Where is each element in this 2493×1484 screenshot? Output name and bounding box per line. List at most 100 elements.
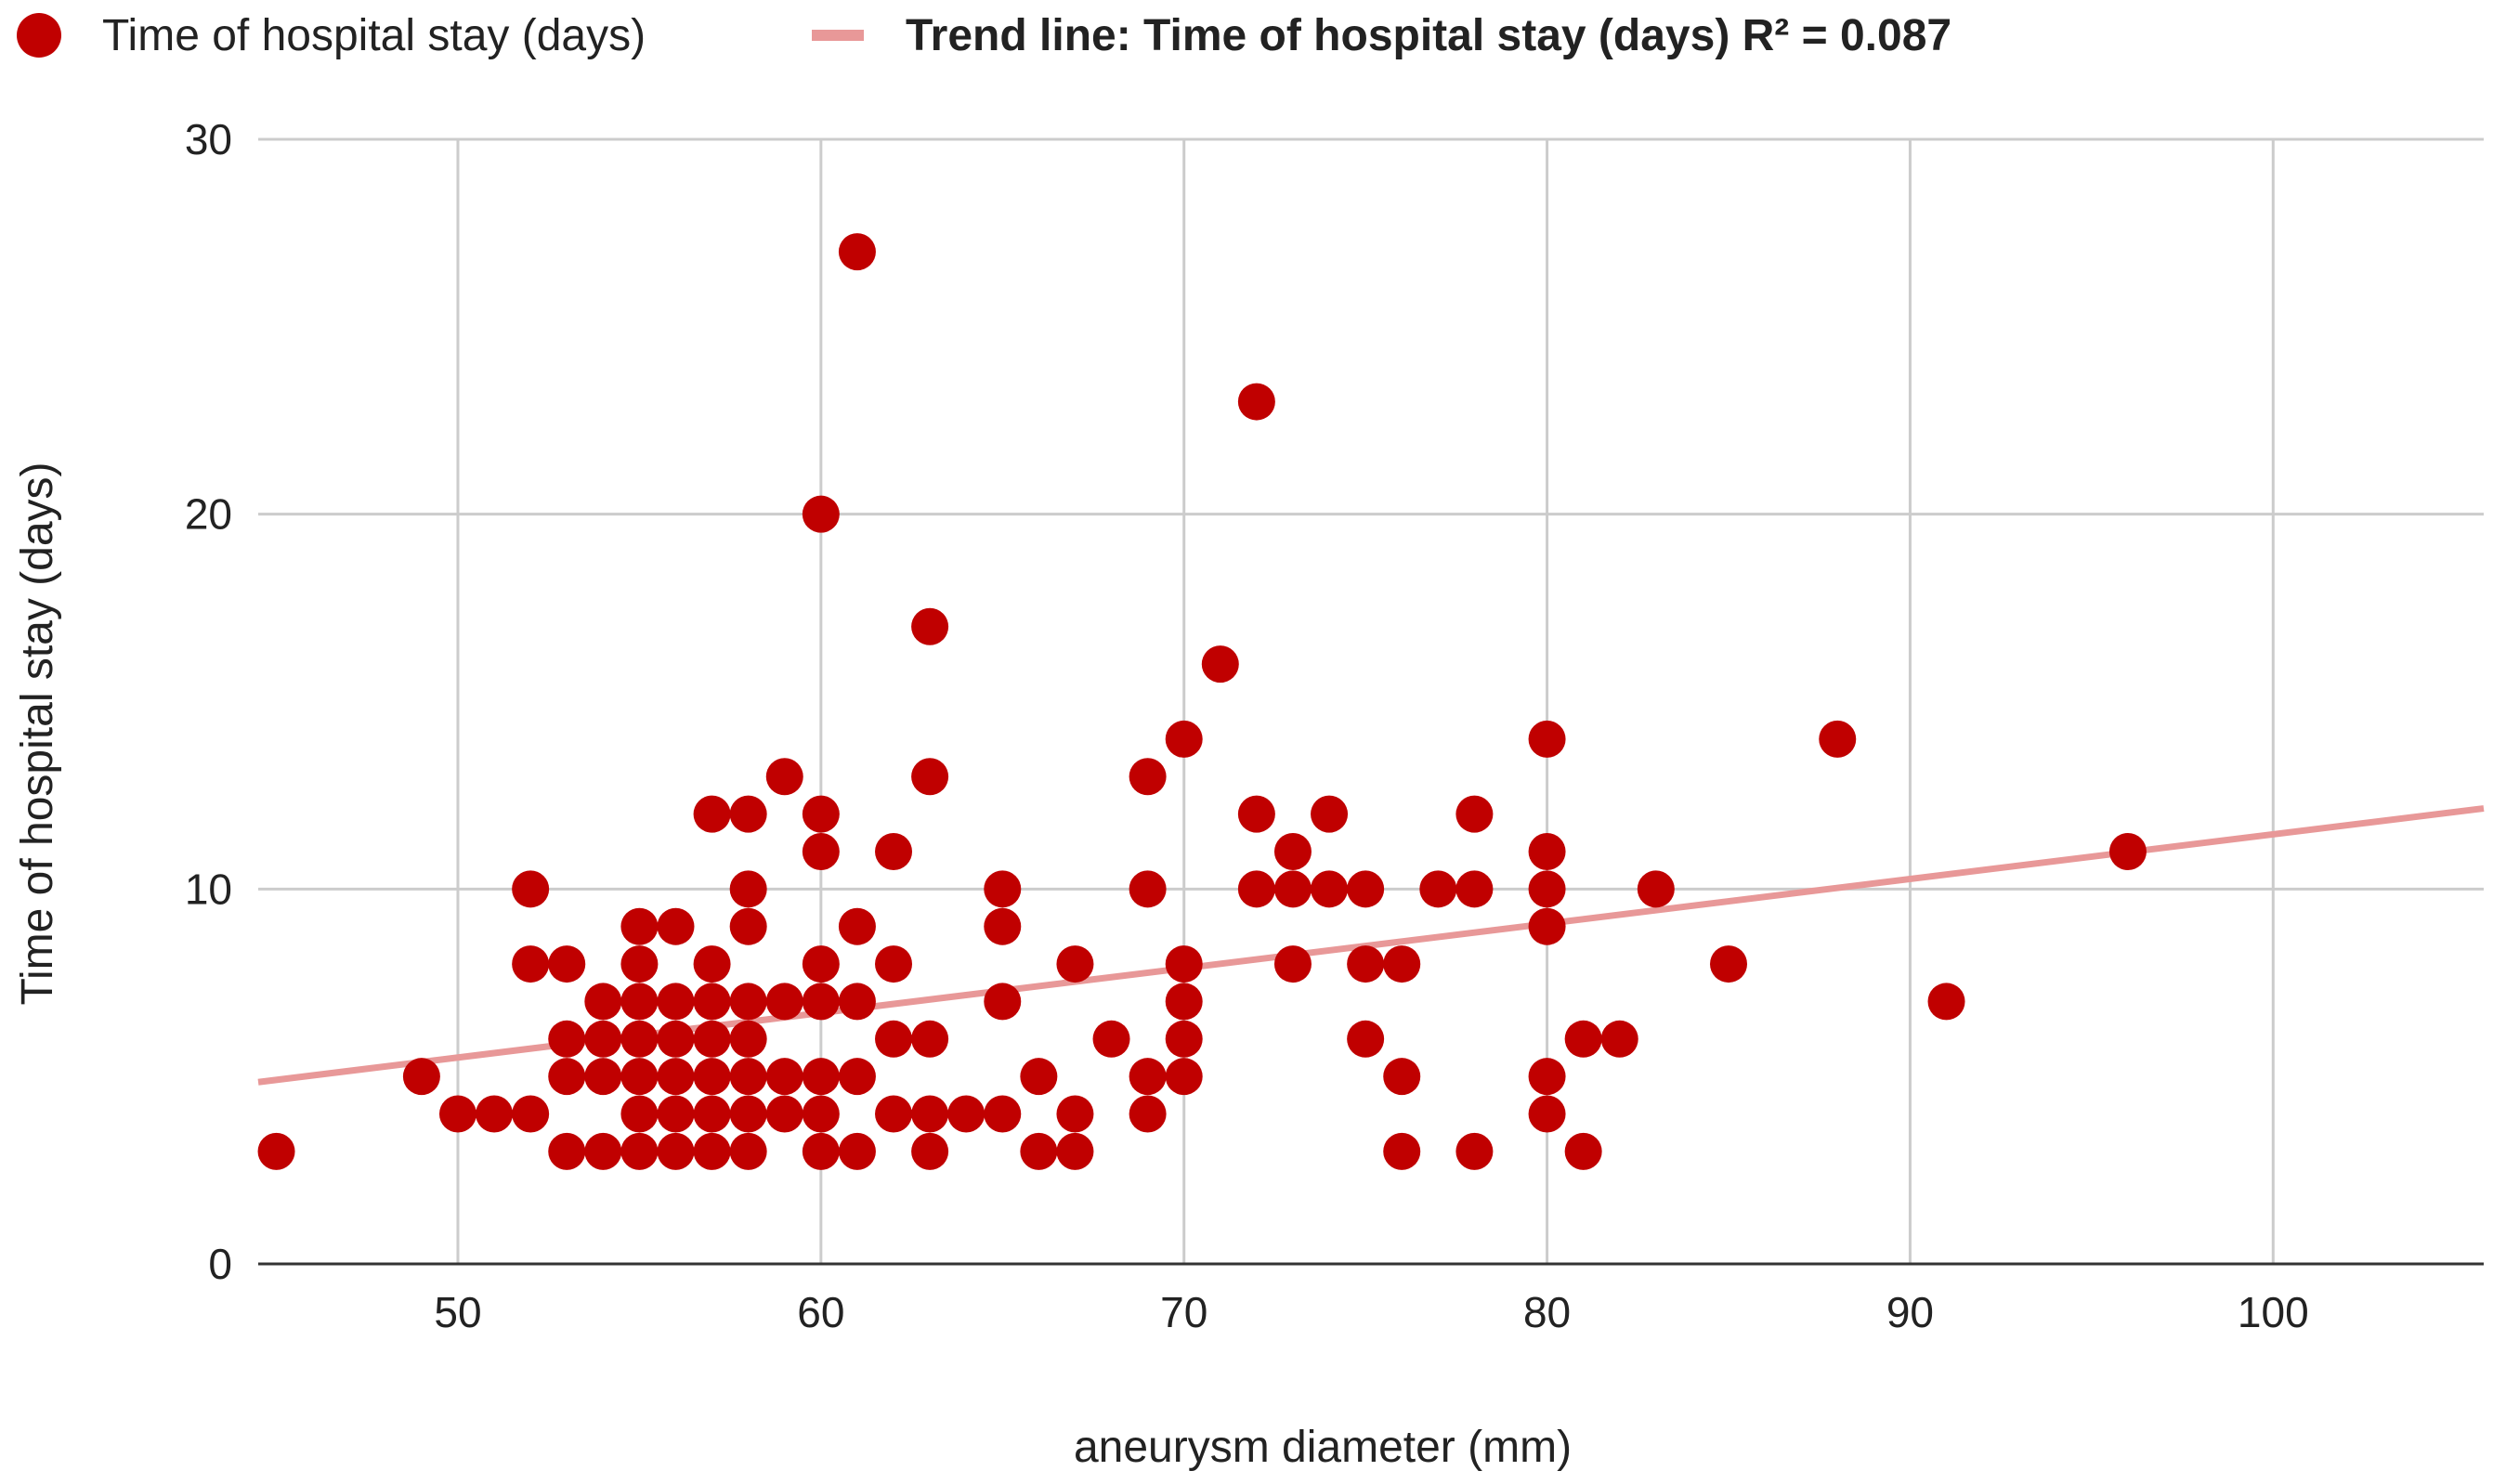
legend-label-trendline: Trend line: Time of hospital stay (days)… bbox=[906, 11, 1951, 60]
data-point bbox=[1311, 870, 1349, 908]
data-points bbox=[257, 233, 2147, 1170]
data-point bbox=[1020, 1132, 1058, 1170]
data-point bbox=[984, 1095, 1022, 1133]
data-point bbox=[657, 1058, 695, 1096]
y-tick-label-0: 0 bbox=[208, 1240, 232, 1288]
data-point bbox=[584, 1020, 622, 1058]
data-point bbox=[1383, 1132, 1421, 1170]
data-point bbox=[1237, 795, 1275, 833]
data-point bbox=[584, 1132, 622, 1170]
data-point bbox=[1056, 945, 1094, 983]
data-point bbox=[402, 1058, 440, 1096]
data-point bbox=[838, 1132, 876, 1170]
data-point bbox=[838, 907, 876, 945]
data-point bbox=[620, 1095, 659, 1133]
legend-marker-series bbox=[17, 13, 61, 58]
y-tick-label-30: 30 bbox=[185, 115, 232, 163]
data-point bbox=[947, 1095, 985, 1133]
data-point bbox=[1637, 870, 1675, 908]
legend-label-series: Time of hospital stay (days) bbox=[102, 11, 646, 60]
data-point bbox=[2108, 832, 2147, 870]
data-point bbox=[1927, 983, 1965, 1021]
data-point bbox=[875, 1020, 913, 1058]
x-axis-title: aneurysm diameter (mm) bbox=[1074, 1423, 1572, 1472]
data-point bbox=[1528, 832, 1566, 870]
data-point bbox=[1311, 795, 1349, 833]
x-tick-label-50: 50 bbox=[434, 1288, 481, 1336]
data-point bbox=[911, 1132, 949, 1170]
data-point bbox=[257, 1132, 295, 1170]
data-point bbox=[620, 907, 659, 945]
x-tick-label-90: 90 bbox=[1886, 1288, 1934, 1336]
data-point bbox=[911, 1020, 949, 1058]
data-point bbox=[657, 983, 695, 1021]
data-point bbox=[875, 945, 913, 983]
data-point bbox=[1383, 945, 1421, 983]
data-point bbox=[1455, 870, 1494, 908]
data-point bbox=[802, 1058, 840, 1096]
legend: Time of hospital stay (days) Trend line:… bbox=[17, 11, 1951, 60]
data-point bbox=[1237, 383, 1275, 421]
data-point bbox=[1347, 945, 1385, 983]
data-point bbox=[1165, 720, 1203, 758]
data-point bbox=[1347, 1020, 1385, 1058]
data-point bbox=[438, 1095, 476, 1133]
data-point bbox=[512, 870, 550, 908]
data-point bbox=[657, 1095, 695, 1133]
data-point bbox=[1237, 870, 1275, 908]
data-point bbox=[620, 945, 659, 983]
x-tick-label-70: 70 bbox=[1160, 1288, 1207, 1336]
data-point bbox=[1129, 870, 1167, 908]
data-point bbox=[729, 1132, 767, 1170]
y-tick-label-10: 10 bbox=[185, 865, 232, 913]
data-point bbox=[802, 495, 840, 533]
data-point bbox=[729, 1095, 767, 1133]
data-point bbox=[802, 795, 840, 833]
data-point bbox=[1819, 720, 1857, 758]
data-point bbox=[1201, 645, 1239, 683]
data-point bbox=[1273, 945, 1312, 983]
data-point bbox=[802, 983, 840, 1021]
data-point bbox=[911, 1095, 949, 1133]
data-point bbox=[1455, 795, 1494, 833]
data-point bbox=[1564, 1132, 1602, 1170]
data-point bbox=[1419, 870, 1457, 908]
data-point bbox=[620, 1020, 659, 1058]
data-point bbox=[875, 832, 913, 870]
data-point bbox=[1273, 870, 1312, 908]
data-point bbox=[802, 1095, 840, 1133]
data-point bbox=[984, 983, 1022, 1021]
data-point bbox=[476, 1095, 514, 1133]
data-point bbox=[1165, 945, 1203, 983]
data-point bbox=[512, 945, 550, 983]
data-point bbox=[1455, 1132, 1494, 1170]
data-point bbox=[838, 233, 876, 271]
data-point bbox=[584, 1058, 622, 1096]
data-point bbox=[911, 758, 949, 796]
data-point bbox=[1273, 832, 1312, 870]
data-point bbox=[693, 1058, 731, 1096]
data-point bbox=[512, 1095, 550, 1133]
data-point bbox=[1129, 1058, 1167, 1096]
tick-labels: 50 60 70 80 90 100 0 10 20 30 bbox=[185, 115, 2309, 1336]
data-point bbox=[1528, 907, 1566, 945]
data-point bbox=[765, 1058, 803, 1096]
data-point bbox=[1129, 758, 1167, 796]
data-point bbox=[548, 945, 586, 983]
data-point bbox=[620, 983, 659, 1021]
data-point bbox=[620, 1132, 659, 1170]
data-point bbox=[765, 1095, 803, 1133]
data-point bbox=[693, 1020, 731, 1058]
data-point bbox=[1092, 1020, 1130, 1058]
data-point bbox=[548, 1132, 586, 1170]
data-point bbox=[548, 1058, 586, 1096]
legend-marker-trendline bbox=[812, 30, 864, 41]
data-point bbox=[729, 870, 767, 908]
x-tick-label-80: 80 bbox=[1523, 1288, 1571, 1336]
data-point bbox=[1600, 1020, 1638, 1058]
data-point bbox=[765, 983, 803, 1021]
data-point bbox=[729, 1020, 767, 1058]
data-point bbox=[838, 1058, 876, 1096]
data-point bbox=[1347, 870, 1385, 908]
data-point bbox=[1528, 870, 1566, 908]
